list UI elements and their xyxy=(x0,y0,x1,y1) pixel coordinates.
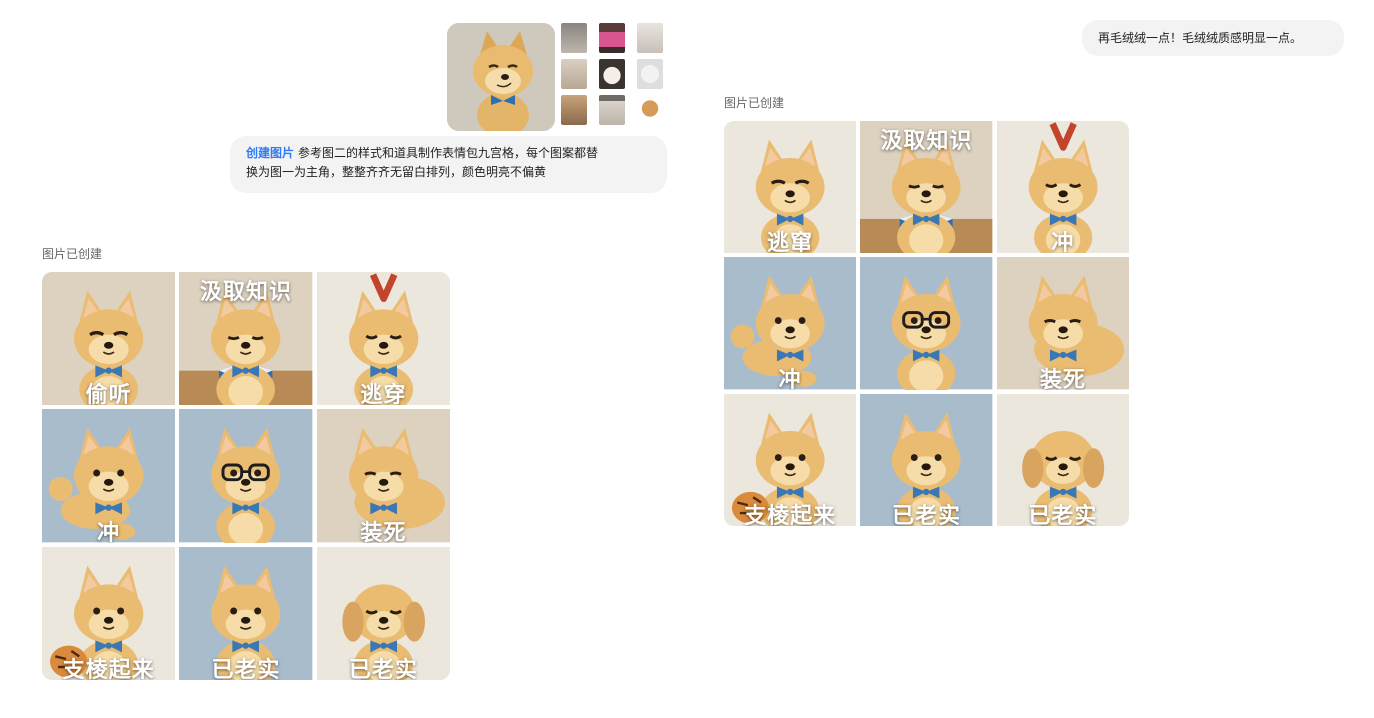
sticker-cell[interactable]: 支棱起来 xyxy=(42,546,176,680)
shiba-sticker-icon xyxy=(996,121,1129,254)
sticker-caption: 偷听 xyxy=(85,383,132,406)
shiba-figurine-icon xyxy=(447,23,555,131)
shiba-sticker-icon xyxy=(860,121,993,254)
shiba-sticker-icon xyxy=(316,409,450,543)
followup-prompt-text: 再毛绒绒一点！毛绒绒质感明显一点。 xyxy=(1098,31,1303,45)
sticker-caption: 已老实 xyxy=(211,657,281,680)
sticker-caption: 冲 xyxy=(97,520,121,543)
thumb-white-kitten-icon xyxy=(599,59,625,89)
sticker-cell[interactable]: 汲取知识 xyxy=(179,272,313,406)
sticker-caption: 已老实 xyxy=(1028,503,1098,526)
shiba-sticker-icon xyxy=(42,546,176,680)
shiba-sticker-icon xyxy=(724,393,857,526)
create-image-tag[interactable]: 创建图片 xyxy=(246,146,295,160)
shiba-sticker-icon xyxy=(996,393,1129,526)
generated-image-grid[interactable]: 逃窜 汲取知识 冲 xyxy=(724,121,1129,526)
sticker-cell[interactable]: 冲 xyxy=(724,257,857,390)
sticker-caption: 已老实 xyxy=(891,503,961,526)
attachment-reference-image[interactable] xyxy=(447,23,555,131)
sticker-cell[interactable]: 已老实 xyxy=(179,546,313,680)
sticker-caption: 汲取知识 xyxy=(880,129,973,154)
sticker-cell[interactable]: 已老实 xyxy=(996,393,1129,526)
image-created-label: 图片已创建 xyxy=(724,96,785,110)
sticker-cell[interactable]: 偷听 xyxy=(42,272,176,406)
thumb-small-dog-icon xyxy=(637,95,663,125)
generated-image-grid[interactable]: 偷听 汲取知识 逃穿 xyxy=(42,272,450,680)
thumb-cat-photo-icon xyxy=(599,95,625,125)
attachment-reference-grid[interactable] xyxy=(559,23,663,131)
shiba-sticker-icon xyxy=(724,121,857,254)
thumb-orange-cat-icon xyxy=(561,95,587,125)
shiba-sticker-icon xyxy=(724,257,857,390)
shiba-sticker-icon xyxy=(316,272,450,406)
shiba-sticker-icon xyxy=(179,272,313,406)
shiba-sticker-icon xyxy=(316,546,450,680)
thumb-white-cat-icon xyxy=(637,23,663,53)
sticker-cell[interactable] xyxy=(179,409,313,543)
shiba-sticker-icon xyxy=(179,409,313,543)
user-followup-bubble: 再毛绒绒一点！毛绒绒质感明显一点。 xyxy=(1082,20,1344,56)
sticker-cell[interactable]: 汲取知识 xyxy=(860,121,993,254)
sticker-caption: 支棱起来 xyxy=(744,503,837,526)
sticker-cell[interactable]: 逃窜 xyxy=(724,121,857,254)
thumb-glasses-dog-icon xyxy=(637,59,663,89)
sticker-caption: 支棱起来 xyxy=(62,657,155,680)
sticker-cell[interactable]: 逃穿 xyxy=(316,272,450,406)
right-conversation: 再毛绒绒一点！毛绒绒质感明显一点。 图片已创建 逃窜 汲取知识 xyxy=(686,0,1374,718)
sticker-cell[interactable]: 已老实 xyxy=(316,546,450,680)
sticker-caption: 逃窜 xyxy=(767,231,814,254)
prompt-text-line-2: 换为图一为主角，整整齐齐无留白排列，颜色明亮不偏黄 xyxy=(246,165,547,179)
sticker-caption: 汲取知识 xyxy=(199,280,292,305)
sticker-cell[interactable]: 冲 xyxy=(996,121,1129,254)
shiba-sticker-icon xyxy=(42,409,176,543)
thumb-pink-creature-icon xyxy=(599,23,625,53)
sticker-cell[interactable]: 已老实 xyxy=(860,393,993,526)
sticker-cell[interactable] xyxy=(860,257,993,390)
sticker-caption: 冲 xyxy=(1051,231,1075,254)
user-prompt-bubble: 创建图片 参考图二的样式和道具制作表情包九宫格，每个图案都替 换为图一为主角，整整… xyxy=(230,136,667,193)
sticker-caption: 装死 xyxy=(360,520,407,543)
sticker-cell[interactable]: 装死 xyxy=(996,257,1129,390)
sticker-caption: 冲 xyxy=(778,367,802,390)
image-created-label: 图片已创建 xyxy=(42,247,103,261)
sticker-caption: 装死 xyxy=(1039,367,1086,390)
shiba-sticker-icon xyxy=(996,257,1129,390)
prompt-text-line-1: 参考图二的样式和道具制作表情包九宫格，每个图案都替 xyxy=(298,146,599,160)
shiba-sticker-icon xyxy=(860,393,993,526)
left-conversation: 创建图片 参考图二的样式和道具制作表情包九宫格，每个图案都替 换为图一为主角，整整… xyxy=(0,0,686,718)
sticker-cell[interactable]: 冲 xyxy=(42,409,176,543)
shiba-sticker-icon xyxy=(860,257,993,390)
sticker-caption: 已老实 xyxy=(348,657,418,680)
thumb-cat-icon xyxy=(561,23,587,53)
thumb-kitten-icon xyxy=(561,59,587,89)
shiba-sticker-icon xyxy=(42,272,176,406)
sticker-cell[interactable]: 装死 xyxy=(316,409,450,543)
sticker-cell[interactable]: 支棱起来 xyxy=(724,393,857,526)
sticker-caption: 逃穿 xyxy=(360,383,407,406)
user-attachments xyxy=(447,23,663,131)
shiba-sticker-icon xyxy=(179,546,313,680)
